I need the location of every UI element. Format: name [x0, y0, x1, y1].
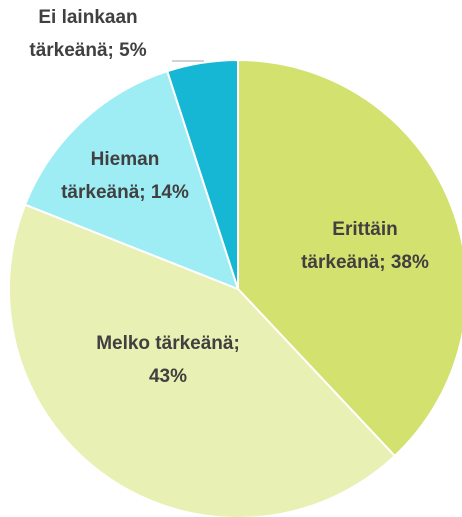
pie-slice [165, 58, 239, 290]
pie-slice [8, 203, 397, 517]
pie-slice [237, 58, 462, 458]
data-label: 43% [149, 366, 187, 387]
data-label: Erittäin [332, 219, 397, 240]
data-label: tärkeänä; 14% [61, 182, 189, 203]
data-label: Ei lainkaan [38, 7, 137, 28]
data-label: Hieman [91, 149, 160, 170]
data-label: Melko tärkeänä; [96, 333, 240, 354]
data-label: tärkeänä; 5% [29, 40, 146, 61]
data-label: tärkeänä; 38% [301, 252, 429, 273]
